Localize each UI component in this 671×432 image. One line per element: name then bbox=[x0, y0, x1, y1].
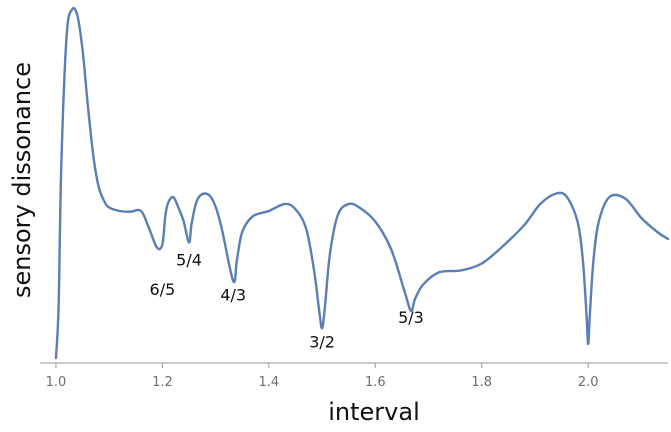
x-tick-label: 1.0 bbox=[46, 375, 67, 390]
x-tick-label: 2.0 bbox=[578, 375, 599, 390]
x-axis-title: interval bbox=[328, 398, 420, 426]
interval-annotations: 6/55/4 4/3 3/2 5/3 bbox=[150, 250, 424, 351]
y-axis-title: sensory dissonance bbox=[8, 62, 36, 298]
interval-annotation: 3/2 bbox=[309, 333, 335, 352]
x-axis: 1.0 1.2 1.4 1.6 1.8 2.0 bbox=[40, 362, 668, 390]
interval-annotation: 4/3 bbox=[220, 285, 246, 304]
interval-annotation: 6/5 bbox=[150, 280, 176, 299]
x-ticks: 1.0 1.2 1.4 1.6 1.8 2.0 bbox=[46, 363, 599, 390]
x-tick-label: 1.2 bbox=[152, 375, 173, 390]
x-tick-label: 1.8 bbox=[471, 375, 492, 390]
x-tick-label: 1.4 bbox=[259, 375, 280, 390]
interval-annotation: 5/4 bbox=[176, 250, 202, 269]
interval-annotation: 5/3 bbox=[398, 308, 424, 327]
x-tick-label: 1.6 bbox=[365, 375, 386, 390]
dissonance-curve bbox=[54, 6, 670, 360]
